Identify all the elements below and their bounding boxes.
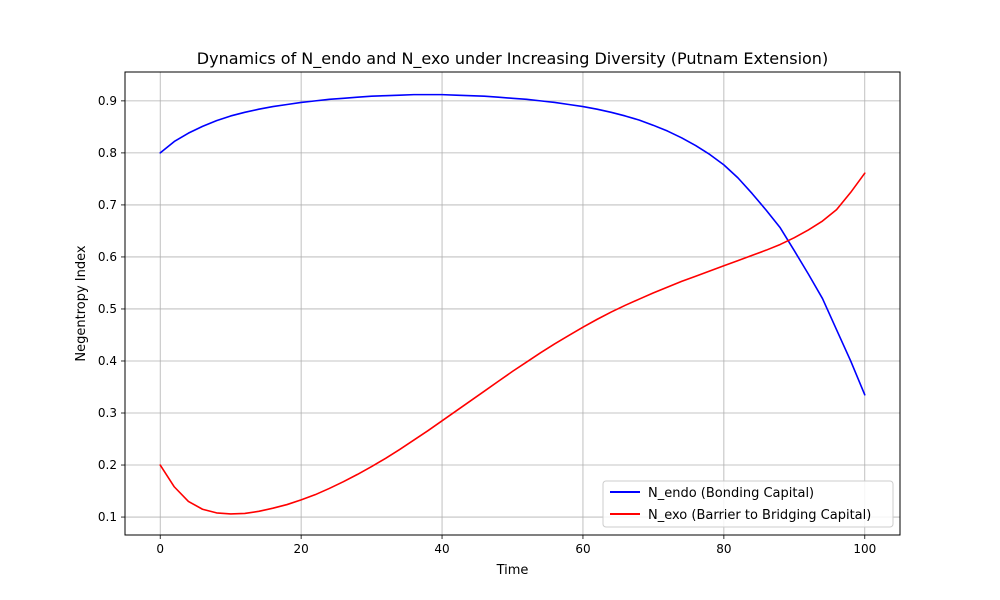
y-tick-label: 0.8 bbox=[98, 146, 117, 160]
legend: N_endo (Bonding Capital) N_exo (Barrier … bbox=[602, 480, 894, 528]
y-tick-label: 0.7 bbox=[98, 198, 117, 212]
axis-ticks: 0 20 40 60 80 100 0.1 0.2 0.3 0.4 0.5 0.6 0.7 0.8 0.9 bbox=[98, 94, 876, 556]
y-tick-label: 0.3 bbox=[98, 406, 117, 420]
y-tick-label: 0.4 bbox=[98, 354, 117, 368]
y-axis-label: Negentropy Index bbox=[74, 245, 89, 361]
x-tick-label: 40 bbox=[434, 542, 449, 556]
y-tick-label: 0.2 bbox=[98, 458, 117, 472]
y-tick-label: 0.1 bbox=[98, 510, 117, 524]
plot-frame bbox=[124, 71, 901, 536]
legend-label-exo: N_exo (Barrier to Bridging Capital) bbox=[648, 508, 871, 523]
series-line-n-exo bbox=[159, 172, 866, 515]
x-axis-label: Time bbox=[496, 563, 529, 578]
x-tick-label: 20 bbox=[293, 542, 308, 556]
grid-lines bbox=[125, 72, 900, 535]
x-tick-label: 60 bbox=[575, 542, 590, 556]
legend-box bbox=[602, 480, 894, 528]
y-tick-label: 0.6 bbox=[98, 250, 117, 264]
series-line-n-endo bbox=[159, 93, 866, 396]
legend-label-endo: N_endo (Bonding Capital) bbox=[648, 486, 814, 501]
x-tick-label: 100 bbox=[853, 542, 876, 556]
y-tick-label: 0.5 bbox=[98, 302, 117, 316]
x-tick-label: 0 bbox=[156, 542, 164, 556]
x-tick-label: 80 bbox=[716, 542, 731, 556]
y-tick-label: 0.9 bbox=[98, 94, 117, 108]
chart-title: Dynamics of N_endo and N_exo under Incre… bbox=[197, 49, 828, 69]
series-layer bbox=[159, 93, 866, 515]
